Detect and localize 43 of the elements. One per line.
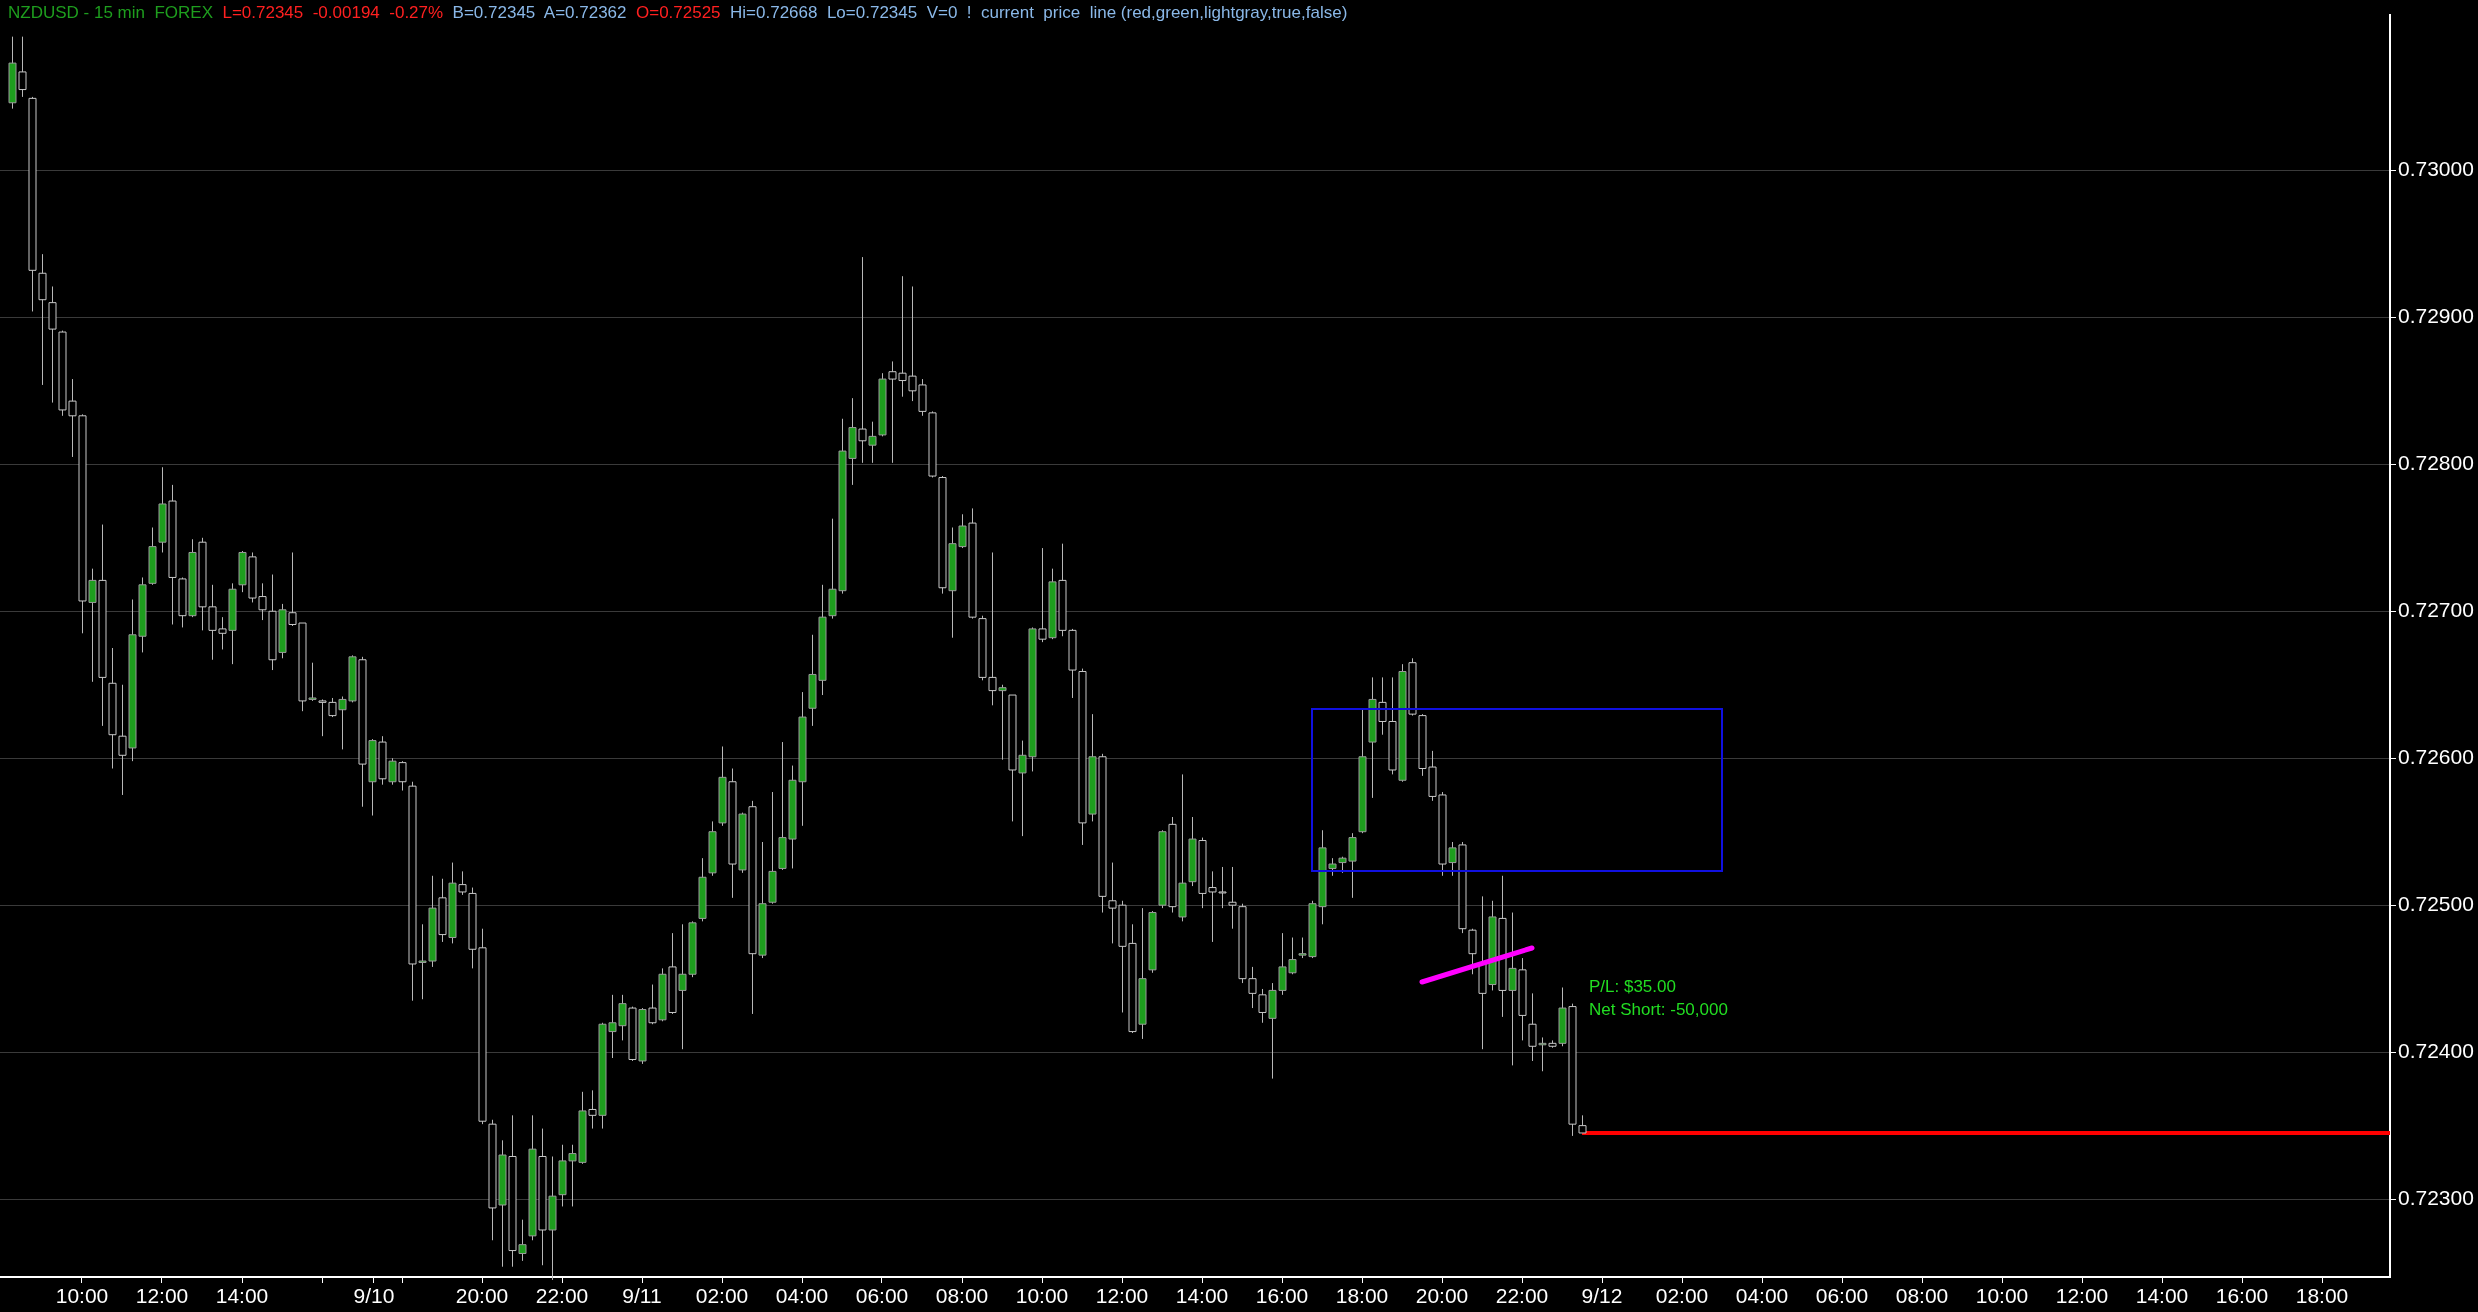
- y-tick-label: 0.72900: [2398, 304, 2474, 328]
- chart-title: NZDUSD - 15 min FOREX: [8, 3, 213, 22]
- annotation: Net Short: -50,000: [1589, 999, 1728, 1021]
- x-tick-label: 02:00: [1655, 1284, 1709, 1308]
- y-tick-label: 0.73000: [2398, 157, 2474, 181]
- x-tick-label: 12:00: [135, 1284, 189, 1308]
- x-tick-label: 12:00: [1095, 1284, 1149, 1308]
- x-tick-label: 08:00: [1895, 1284, 1949, 1308]
- x-tick-label: 06:00: [1815, 1284, 1869, 1308]
- x-tick-label: 9/11: [622, 1284, 662, 1308]
- x-tick-label: 14:00: [1175, 1284, 1229, 1308]
- x-tick-label: 18:00: [1335, 1284, 1389, 1308]
- x-tick-label: 22:00: [535, 1284, 589, 1308]
- x-tick-label: 16:00: [2215, 1284, 2269, 1308]
- x-tick-label: 04:00: [775, 1284, 829, 1308]
- y-tick-label: 0.72700: [2398, 598, 2474, 622]
- y-tick-label: 0.72400: [2398, 1038, 2474, 1062]
- x-tick-label: 14:00: [215, 1284, 269, 1308]
- x-tick-label: 18:00: [2295, 1284, 2349, 1308]
- x-tick-label: 10:00: [1015, 1284, 1069, 1308]
- y-tick-label: 0.72800: [2398, 451, 2474, 475]
- y-tick-label: 0.72300: [2398, 1185, 2474, 1209]
- annotation: B=0.72345 A=0.72362: [451, 3, 627, 22]
- y-tick-label: 0.72500: [2398, 891, 2474, 915]
- x-tick-label: 16:00: [1255, 1284, 1309, 1308]
- x-tick-label: 9/10: [353, 1284, 395, 1308]
- x-tick-label: 02:00: [695, 1284, 749, 1308]
- x-tick-label: 10:00: [1975, 1284, 2029, 1308]
- y-tick-label: 0.72600: [2398, 745, 2474, 769]
- x-tick-label: 04:00: [1735, 1284, 1789, 1308]
- x-tick-label: 12:00: [2055, 1284, 2109, 1308]
- x-tick-label: 22:00: [1495, 1284, 1549, 1308]
- x-tick-label: 14:00: [2135, 1284, 2189, 1308]
- x-tick-label: 08:00: [935, 1284, 989, 1308]
- annotation: P/L: $35.00: [1589, 976, 1677, 998]
- x-tick-label: 10:00: [55, 1284, 109, 1308]
- annotation: O=0.72525: [634, 3, 721, 22]
- annotation: Hi=0.72668 Lo=0.72345 V=0 ! current price line (red,green,lightgray,true,false): [729, 3, 1348, 22]
- x-tick-label: 06:00: [855, 1284, 909, 1308]
- x-tick-label: 9/12: [1581, 1284, 1623, 1308]
- annotation: L=0.72345 -0.00194 -0.27%: [221, 3, 444, 22]
- x-tick-label: 20:00: [1415, 1284, 1469, 1308]
- x-tick-label: 20:00: [455, 1284, 509, 1308]
